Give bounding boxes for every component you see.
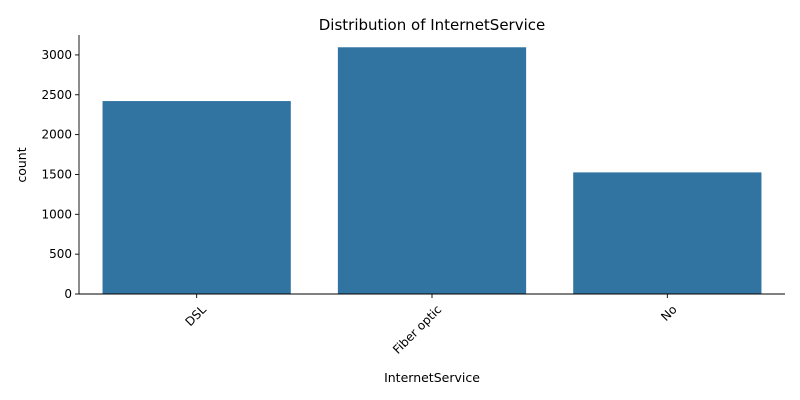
x-tick-label: No xyxy=(658,302,679,323)
bar-dsl xyxy=(102,101,291,294)
x-tick-label: DSL xyxy=(182,302,209,329)
bar-no xyxy=(573,172,762,294)
y-tick-label: 500 xyxy=(49,247,72,261)
y-axis: 0 500 1000 1500 2000 2500 3000 xyxy=(41,48,79,301)
y-tick-label: 1500 xyxy=(41,167,72,181)
y-tick-label: 0 xyxy=(64,287,72,301)
x-axis-label: InternetService xyxy=(384,370,480,385)
y-tick-label: 2000 xyxy=(41,128,72,142)
x-tick-label: Fiber optic xyxy=(390,302,444,356)
y-tick-label: 2500 xyxy=(41,88,72,102)
bars-group xyxy=(102,47,762,294)
x-axis: DSL Fiber optic No xyxy=(182,294,680,357)
y-tick-label: 1000 xyxy=(41,207,72,221)
chart-title: Distribution of InternetService xyxy=(319,16,546,34)
bar-fiber-optic xyxy=(337,47,527,294)
y-axis-label: count xyxy=(14,147,29,182)
y-tick-label: 3000 xyxy=(41,48,72,62)
